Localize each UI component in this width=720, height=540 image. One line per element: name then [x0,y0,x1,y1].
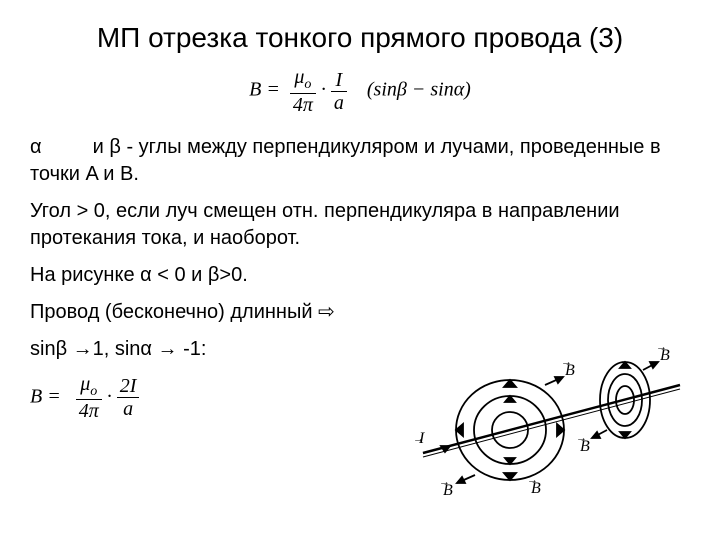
fraction-I-a: I a [331,69,347,114]
field-lines-diagram: I → B → B → B → B → B → [415,335,695,515]
formula2-dot: · [107,385,112,407]
svg-text:→: → [527,474,538,486]
fraction-mu-4pi: μo 4π [290,66,316,115]
paragraph-3: На рисунке α < 0 и β>0. [30,262,690,289]
paragraph-2: Угол > 0, если луч смещен отн. перпендик… [30,198,690,252]
svg-text:→: → [576,432,587,444]
svg-text:→: → [439,476,450,488]
formula-dot: · [321,79,326,101]
paragraph-1: α и β - углы между перпендикуляром и луч… [30,134,690,188]
page-title: МП отрезка тонкого прямого провода (3) [30,20,690,56]
formula-lhs: B = [249,79,280,101]
formula-rhs: (sinβ − sinα) [367,79,471,101]
svg-text:→: → [415,433,424,445]
fraction2-2I-a: 2I a [117,375,140,420]
svg-text:→: → [656,341,667,353]
paragraph-4: Провод (бесконечно) длинный ⇨ [30,299,690,326]
svg-text:→: → [561,356,572,368]
formula2-lhs: B = [30,385,61,407]
fraction2-mu-4pi: μo 4π [76,373,102,422]
formula-main: B = μo 4π · I a (sinβ − sinα) [30,66,690,115]
